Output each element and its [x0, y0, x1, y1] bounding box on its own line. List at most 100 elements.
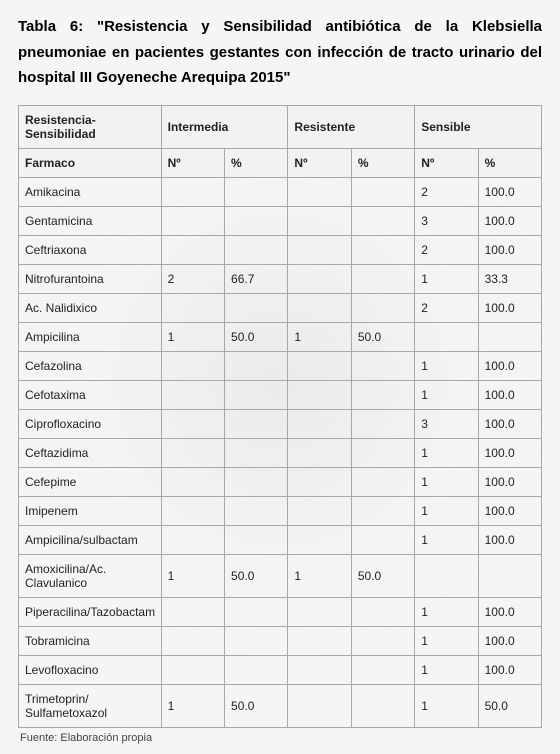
sensible-p: 100.0 [478, 177, 541, 206]
sensible-p: 100.0 [478, 409, 541, 438]
resistente-p [351, 467, 414, 496]
sensible-n: 1 [415, 380, 478, 409]
resistente-p [351, 496, 414, 525]
table-row: Trimetoprin/ Sulfametoxazol150.0150.0 [19, 684, 542, 727]
header-row-2: Farmaco Nº % Nº % Nº % [19, 148, 542, 177]
intermedia-n: 1 [161, 554, 224, 597]
intermedia-n [161, 467, 224, 496]
table-row: Nitrofurantoina266.7133.3 [19, 264, 542, 293]
resistente-p [351, 626, 414, 655]
drug-label: Imipenem [19, 496, 162, 525]
table-row: Cefazolina1100.0 [19, 351, 542, 380]
drug-label: Ampicilina/sulbactam [19, 525, 162, 554]
intermedia-p [225, 496, 288, 525]
intermedia-p [225, 655, 288, 684]
header-resistente-p: % [351, 148, 414, 177]
intermedia-n: 1 [161, 684, 224, 727]
header-intermedia-p: % [225, 148, 288, 177]
resistente-p [351, 655, 414, 684]
resistente-n [288, 264, 351, 293]
intermedia-n [161, 626, 224, 655]
resistente-n [288, 626, 351, 655]
resistente-n: 1 [288, 322, 351, 351]
resistente-n [288, 206, 351, 235]
intermedia-p [225, 626, 288, 655]
table-row: Ac. Nalidixico2100.0 [19, 293, 542, 322]
drug-label: Levofloxacino [19, 655, 162, 684]
resistente-n [288, 380, 351, 409]
intermedia-p [225, 293, 288, 322]
table-footnote: Fuente: Elaboración propia [18, 728, 542, 744]
table-title: Tabla 6: "Resistencia y Sensibilidad ant… [18, 14, 542, 91]
drug-label: Ciprofloxacino [19, 409, 162, 438]
intermedia-n [161, 409, 224, 438]
resistente-n [288, 525, 351, 554]
intermedia-p [225, 409, 288, 438]
intermedia-n [161, 597, 224, 626]
sensible-n: 1 [415, 597, 478, 626]
sensible-n: 2 [415, 293, 478, 322]
intermedia-n [161, 351, 224, 380]
resistente-p [351, 525, 414, 554]
drug-label: Ceftriaxona [19, 235, 162, 264]
drug-label: Ceftazidima [19, 438, 162, 467]
intermedia-n [161, 293, 224, 322]
drug-label: Amoxicilina/Ac. Clavulanico [19, 554, 162, 597]
table-row: Gentamicina3100.0 [19, 206, 542, 235]
resistente-p [351, 293, 414, 322]
sensible-n: 1 [415, 626, 478, 655]
resistente-n [288, 438, 351, 467]
drug-label: Piperacilina/Tazobactam [19, 597, 162, 626]
table-row: Ampicilina/sulbactam1100.0 [19, 525, 542, 554]
resistente-n [288, 496, 351, 525]
table-row: Ceftazidima1100.0 [19, 438, 542, 467]
sensible-p: 100.0 [478, 380, 541, 409]
sensible-p: 100.0 [478, 293, 541, 322]
intermedia-p: 50.0 [225, 554, 288, 597]
table-row: Levofloxacino1100.0 [19, 655, 542, 684]
sensible-p: 33.3 [478, 264, 541, 293]
intermedia-p [225, 467, 288, 496]
drug-label: Ampicilina [19, 322, 162, 351]
table-row: Piperacilina/Tazobactam1100.0 [19, 597, 542, 626]
intermedia-p: 50.0 [225, 322, 288, 351]
sensible-p: 100.0 [478, 206, 541, 235]
resistente-p [351, 351, 414, 380]
resistente-n [288, 467, 351, 496]
resistente-p [351, 235, 414, 264]
resistente-p [351, 438, 414, 467]
sensible-p: 100.0 [478, 351, 541, 380]
resistente-n [288, 293, 351, 322]
resistente-n [288, 655, 351, 684]
table-row: Imipenem1100.0 [19, 496, 542, 525]
sensible-n: 3 [415, 409, 478, 438]
sensible-n: 1 [415, 264, 478, 293]
sensible-p: 100.0 [478, 235, 541, 264]
sensible-n: 2 [415, 177, 478, 206]
header-group-sensible: Sensible [415, 105, 542, 148]
intermedia-n [161, 655, 224, 684]
resistente-n [288, 597, 351, 626]
intermedia-n [161, 380, 224, 409]
resistente-n [288, 351, 351, 380]
resistente-p: 50.0 [351, 322, 414, 351]
drug-label: Amikacina [19, 177, 162, 206]
intermedia-n [161, 438, 224, 467]
sensible-p [478, 322, 541, 351]
intermedia-n [161, 525, 224, 554]
intermedia-p [225, 177, 288, 206]
sensible-n: 1 [415, 438, 478, 467]
sensible-p: 100.0 [478, 626, 541, 655]
table-row: Ampicilina150.0150.0 [19, 322, 542, 351]
resistente-p [351, 206, 414, 235]
table-row: Amikacina 2100.0 [19, 177, 542, 206]
intermedia-p [225, 235, 288, 264]
resistente-p [351, 177, 414, 206]
resistente-n [288, 409, 351, 438]
header-group-intermedia: Intermedia [161, 105, 288, 148]
table-row: Ceftriaxona2100.0 [19, 235, 542, 264]
drug-label: Gentamicina [19, 206, 162, 235]
intermedia-p [225, 525, 288, 554]
drug-label: Trimetoprin/ Sulfametoxazol [19, 684, 162, 727]
header-sub: Farmaco [19, 148, 162, 177]
